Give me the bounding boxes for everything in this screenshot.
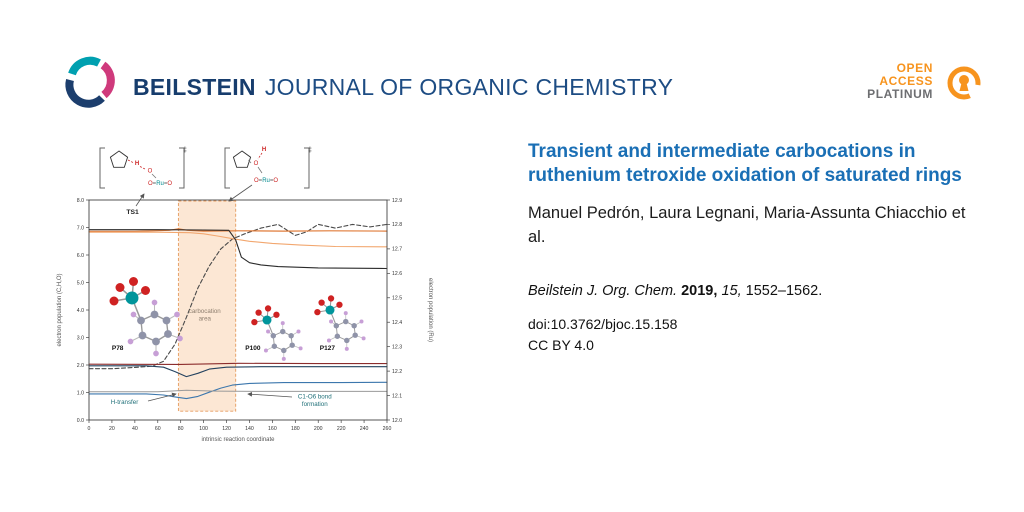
svg-text:intrinsic reaction coordinate: intrinsic reaction coordinate — [201, 437, 275, 443]
license-label: CC BY 4.0 — [528, 337, 594, 353]
svg-text:12.8: 12.8 — [392, 222, 402, 228]
svg-text:0.0: 0.0 — [77, 418, 84, 424]
svg-text:electron population (C,H,O): electron population (C,H,O) — [57, 273, 63, 346]
svg-text:12.3: 12.3 — [392, 344, 402, 350]
brand-beilstein: BEILSTEIN — [133, 74, 256, 100]
svg-text:O: O — [254, 161, 259, 167]
svg-text:220: 220 — [337, 426, 346, 432]
reaction-profile-chart: 0 20 40 60 80 100 120 140 160 180 200 220 240 260 0.0 1… — [57, 147, 433, 443]
svg-text:6.0: 6.0 — [77, 253, 84, 259]
svg-text:12.1: 12.1 — [392, 393, 402, 399]
svg-text:2.0: 2.0 — [77, 363, 84, 369]
svg-text:C1-O6 bond: C1-O6 bond — [298, 394, 332, 401]
platinum-label: PLATINUM — [867, 86, 933, 101]
svg-text:12.0: 12.0 — [392, 418, 402, 424]
open-access-line1: OPEN — [896, 60, 933, 75]
open-access-badge: OPEN ACCESS PLATINUM — [867, 58, 986, 104]
svg-text:TS1: TS1 — [126, 209, 139, 216]
journal-name: BEILSTEIN JOURNAL OF ORGANIC CHEMISTRY — [133, 74, 673, 101]
svg-text:80: 80 — [178, 426, 184, 432]
citation-year: 2019, — [681, 283, 718, 299]
svg-text:12.2: 12.2 — [392, 369, 402, 375]
svg-text:O=Ru=O: O=Ru=O — [254, 178, 278, 184]
svg-text:12.7: 12.7 — [392, 247, 402, 253]
svg-text:O=Ru=O: O=Ru=O — [148, 181, 172, 187]
svg-text:O: O — [148, 169, 153, 175]
svg-text:H: H — [135, 161, 139, 167]
citation-volume: 15, — [721, 283, 742, 299]
svg-text:260: 260 — [383, 426, 392, 432]
open-access-icon — [947, 66, 981, 100]
svg-text:8.0: 8.0 — [77, 198, 84, 204]
svg-text:electron population (Ru): electron population (Ru) — [427, 278, 433, 342]
svg-text:160: 160 — [268, 426, 277, 432]
svg-text:240: 240 — [360, 426, 369, 432]
svg-text:20: 20 — [109, 426, 115, 432]
svg-text:12.6: 12.6 — [392, 271, 402, 277]
svg-text:formation: formation — [302, 401, 328, 408]
doi-link[interactable]: doi:10.3762/bjoc.15.158 — [528, 316, 678, 332]
svg-text:‡: ‡ — [183, 147, 187, 154]
citation-journal: Beilstein J. Org. Chem. — [528, 283, 678, 299]
svg-text:200: 200 — [314, 426, 323, 432]
svg-text:12.4: 12.4 — [392, 320, 402, 326]
svg-text:4.0: 4.0 — [77, 308, 84, 314]
svg-text:3.0: 3.0 — [77, 335, 84, 341]
graphical-abstract: 0 20 40 60 80 100 120 140 160 180 200 220 240 260 0.0 1… — [52, 138, 437, 473]
svg-text:P127: P127 — [320, 345, 336, 352]
open-access-line2: ACCESS — [879, 73, 933, 88]
beilstein-logo — [65, 56, 115, 108]
article-info: Transient and intermediate carbocations … — [528, 140, 968, 353]
svg-text:12.5: 12.5 — [392, 296, 402, 302]
svg-text:180: 180 — [291, 426, 300, 432]
svg-text:H: H — [262, 147, 266, 153]
brand-journal-title: JOURNAL OF ORGANIC CHEMISTRY — [264, 74, 674, 100]
svg-text:60: 60 — [155, 426, 161, 432]
svg-text:1.0: 1.0 — [77, 390, 84, 396]
open-access-text: OPEN ACCESS PLATINUM — [867, 60, 933, 101]
svg-text:P100: P100 — [245, 345, 261, 352]
svg-text:140: 140 — [245, 426, 254, 432]
svg-text:0: 0 — [88, 426, 91, 432]
svg-text:120: 120 — [222, 426, 231, 432]
svg-text:7.0: 7.0 — [77, 225, 84, 231]
svg-text:H-transfer: H-transfer — [111, 399, 139, 406]
svg-text:P78: P78 — [112, 345, 124, 352]
citation-pages: 1552–1562. — [745, 283, 823, 299]
svg-text:40: 40 — [132, 426, 138, 432]
svg-text:carbocation: carbocation — [189, 308, 222, 315]
svg-text:5.0: 5.0 — [77, 280, 84, 286]
svg-text:area: area — [199, 315, 212, 322]
article-authors: Manuel Pedrón, Laura Legnani, Maria-Assu… — [528, 203, 966, 247]
article-title[interactable]: Transient and intermediate carbocations … — [528, 141, 962, 186]
svg-text:100: 100 — [199, 426, 208, 432]
citation: Beilstein J. Org. Chem. 2019, 15, 1552–1… — [528, 283, 968, 299]
svg-text:12.9: 12.9 — [392, 198, 402, 204]
svg-text:‡: ‡ — [308, 147, 312, 154]
